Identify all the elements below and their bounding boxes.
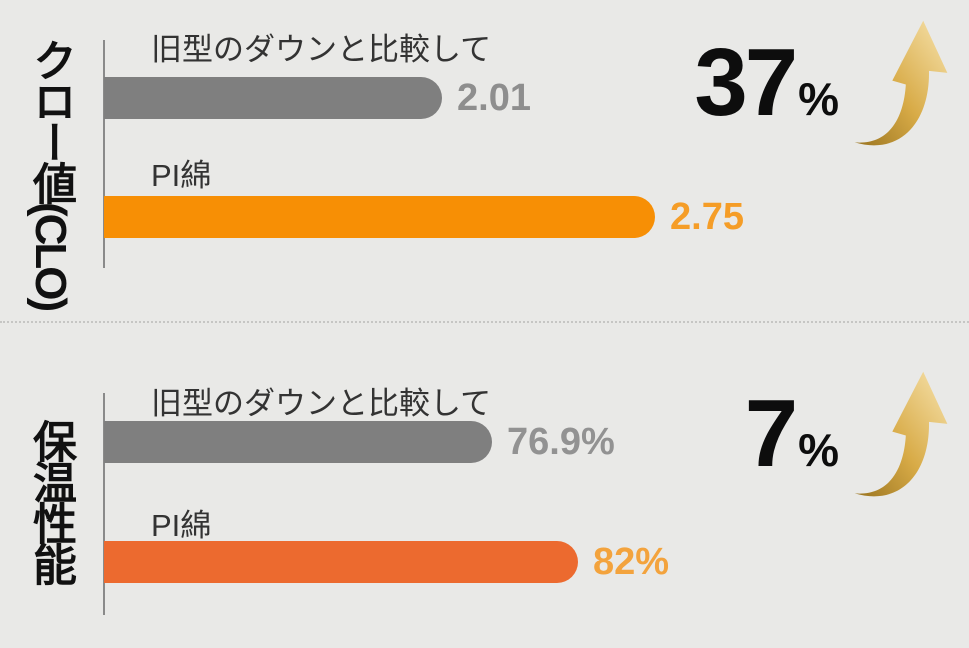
category-label-pi-cotton: PI綿	[151, 158, 212, 193]
bar-value-pi-cotton: 82%	[593, 540, 670, 583]
category-label-old-down: 旧型のダウンと比較して	[151, 386, 492, 421]
increase-unit: %	[798, 423, 839, 476]
category-label-pi-cotton: PI綿	[151, 508, 212, 543]
increase-number: 7	[744, 379, 798, 487]
bar-old-down	[104, 421, 492, 463]
bar-pi-cotton	[104, 196, 655, 238]
axis-group-label-heat: 保温性能	[26, 419, 75, 583]
axis-line	[103, 40, 105, 268]
increase-percentage: 7 %	[744, 379, 839, 487]
bar-row-old-down: 76.9%	[104, 421, 615, 463]
bar-row-old-down: 2.01	[104, 77, 531, 119]
bar-row-pi-cotton: 82%	[104, 541, 669, 583]
heat-retention-section: 保温性能 旧型のダウンと比較して 76.9% PI綿 82% 7 %	[0, 321, 969, 648]
bar-value-pi-cotton: 2.75	[670, 195, 744, 238]
axis-line	[103, 393, 105, 615]
bar-row-pi-cotton: 2.75	[104, 196, 744, 238]
axis-group-label-clo: クロー値(CLO)	[26, 38, 75, 310]
increase-number: 37	[694, 28, 798, 136]
increase-annotation: 37 %	[639, 10, 959, 155]
increase-annotation: 7 %	[639, 361, 959, 506]
gold-up-arrow-icon	[854, 371, 948, 496]
category-label-old-down: 旧型のダウンと比較して	[151, 32, 492, 67]
bar-value-old-down: 76.9%	[507, 420, 615, 463]
bar-value-old-down: 2.01	[457, 76, 531, 119]
gold-up-arrow-icon	[854, 20, 948, 145]
increase-unit: %	[798, 72, 839, 125]
increase-percentage: 37 %	[694, 28, 839, 136]
clo-value-section: クロー値(CLO) 旧型のダウンと比較して 2.01 PI綿 2.75 37 %	[0, 0, 969, 321]
bar-pi-cotton	[104, 541, 578, 583]
bar-old-down	[104, 77, 442, 119]
